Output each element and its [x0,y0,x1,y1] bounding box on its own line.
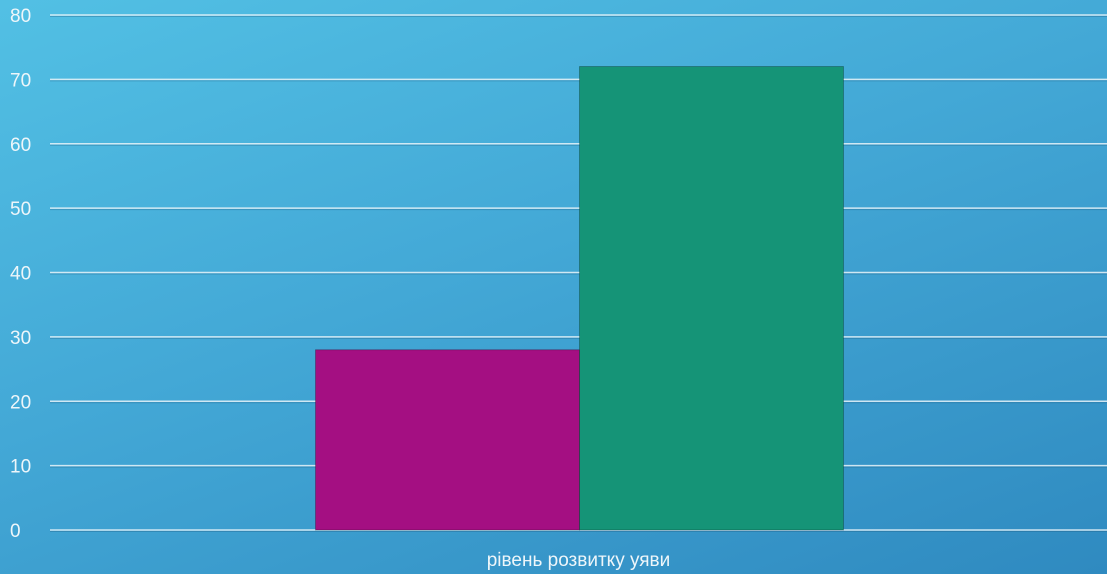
y-tick-label: 50 [10,199,31,220]
y-tick-label: 30 [10,328,31,349]
y-tick-label: 40 [10,264,31,285]
y-tick-label: 20 [10,392,31,413]
bar-series-1 [315,349,580,531]
y-tick-label: 10 [10,457,31,478]
y-tick-label: 0 [10,521,21,542]
bar-series-2 [579,66,844,531]
y-tick-label: 60 [10,135,31,156]
x-category-label: рівень розвитку уяви [487,550,671,571]
y-tick-label: 80 [10,6,31,27]
y-tick-label: 70 [10,70,31,91]
